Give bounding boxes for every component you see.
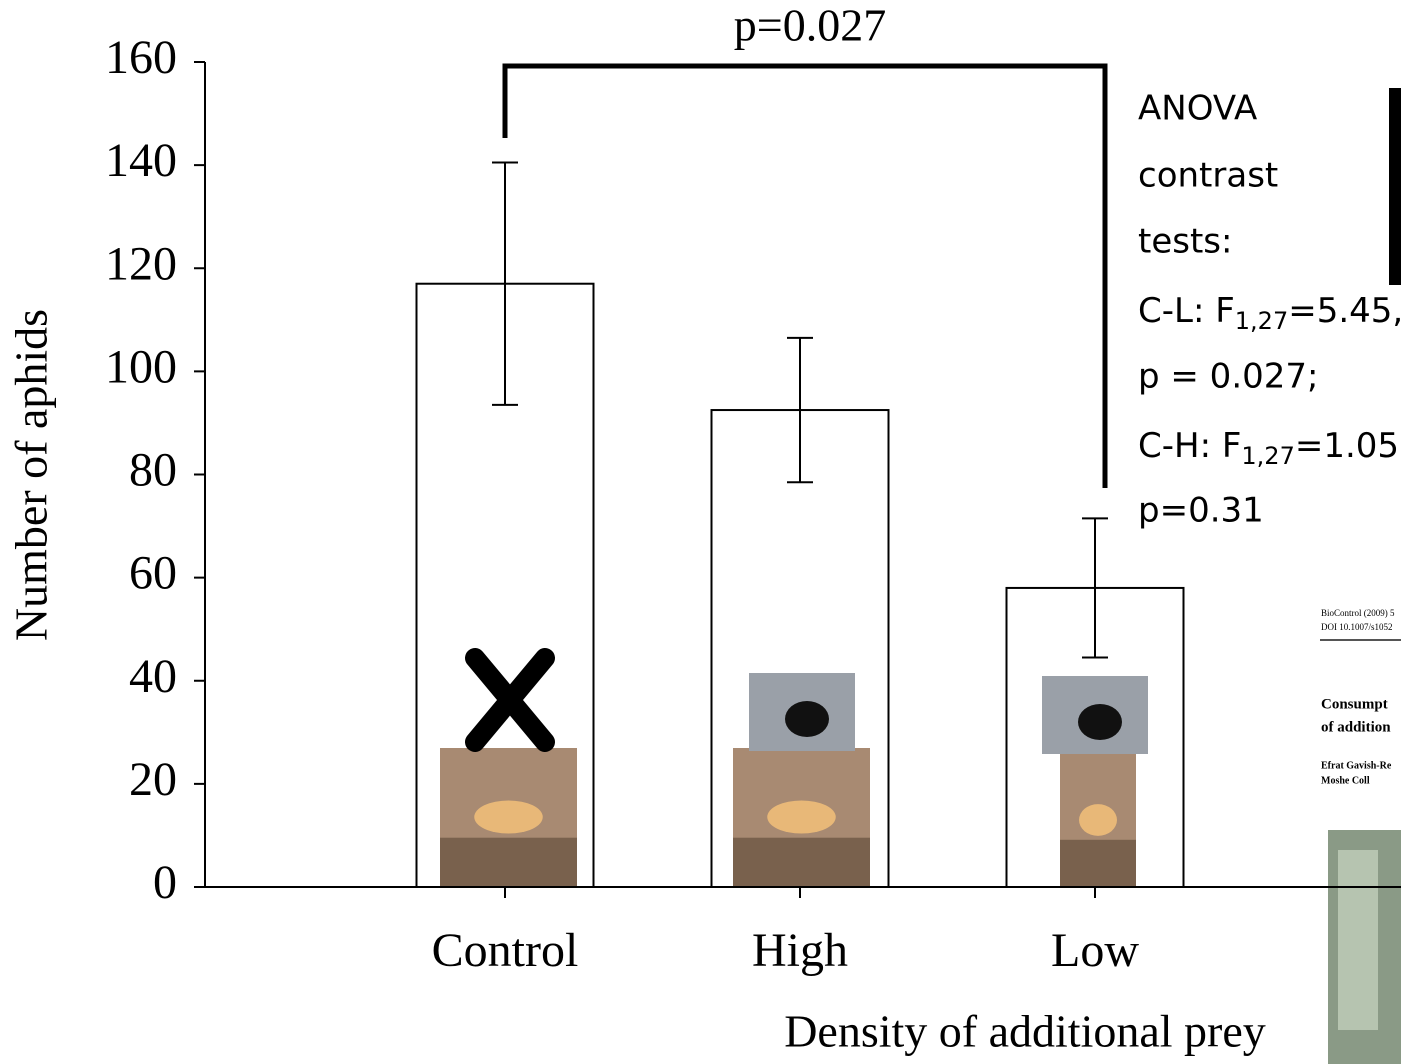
annotation-text: C-L: F: [1138, 291, 1235, 331]
y-axis-label: Number of aphids: [6, 309, 57, 641]
inset-page: [1318, 598, 1401, 803]
error-bar: [492, 161, 518, 406]
y-tick-label: 140: [105, 134, 177, 187]
spider-body: [1078, 704, 1122, 740]
annotation-line: p=0.31: [1138, 491, 1264, 531]
annotation-line: contrast: [1138, 156, 1278, 196]
inset-text: of addition: [1321, 719, 1391, 735]
photo-shadow: [440, 837, 577, 886]
annotation-line: C-H: F1,27=1.05,: [1138, 426, 1401, 471]
annotation-line: C-L: F1,27=5.45,: [1138, 291, 1401, 336]
annotation-text: =5.45,: [1288, 291, 1401, 331]
photo-detail: [474, 800, 543, 834]
annotation-subscript: 1,27: [1235, 307, 1288, 335]
y-tick-label: 20: [129, 753, 177, 806]
x-tick-label: Low: [1051, 924, 1139, 977]
annotation-line: tests:: [1138, 222, 1232, 262]
annotation-line: p = 0.027;: [1138, 357, 1318, 397]
inset-text: Efrat Gavish-Re: [1321, 760, 1392, 771]
inset-photo-plant: [1338, 850, 1378, 1030]
inset-text: BioControl (2009) 5: [1321, 608, 1395, 618]
y-tick-label: 40: [129, 650, 177, 703]
y-tick-label: 100: [105, 340, 177, 393]
annotation-text: C-H: F: [1138, 426, 1241, 466]
photo-shadow: [1060, 839, 1136, 886]
comparison-label: p=0.027: [734, 0, 886, 51]
side-bar: [1389, 88, 1401, 285]
y-tick-label: 120: [105, 237, 177, 290]
y-tick-label: 80: [129, 444, 177, 497]
x-tick-label: Control: [432, 924, 579, 977]
annotation-line: ANOVA: [1138, 89, 1257, 129]
y-tick-label: 160: [105, 31, 177, 84]
y-tick-label: 0: [153, 856, 177, 909]
inset-text: DOI 10.1007/s1052: [1321, 622, 1393, 632]
photo-shadow: [733, 837, 870, 886]
error-bar: [787, 336, 813, 484]
inset-text: Moshe Coll: [1321, 775, 1370, 786]
spider-body: [785, 701, 829, 737]
annotation-text: =1.05,: [1295, 426, 1401, 466]
significance-bracket: [502, 63, 1108, 488]
photo-detail: [1079, 804, 1117, 836]
x-axis-label: Density of additional prey: [784, 1006, 1266, 1057]
absent-mark: [465, 648, 555, 752]
inset-text: Consumpt: [1321, 696, 1388, 712]
y-tick-label: 60: [129, 547, 177, 600]
annotation-subscript: 1,27: [1241, 442, 1294, 470]
error-bar: [1082, 517, 1108, 659]
photo-detail: [767, 800, 836, 834]
x-tick-label: High: [752, 924, 848, 977]
